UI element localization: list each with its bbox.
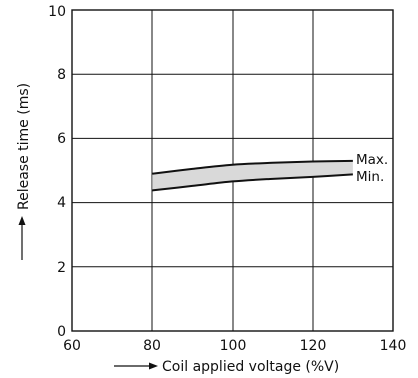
series-label-min: Min. xyxy=(356,169,384,185)
y-tick-label: 4 xyxy=(57,195,66,211)
x-tick-labels: 60 80 100 120 140 xyxy=(63,338,406,354)
x-axis-title-group: Coil applied voltage (%V) xyxy=(114,359,339,375)
band-layer xyxy=(152,159,353,192)
x-tick-label: 120 xyxy=(300,338,327,354)
series-labels: Max. Min. xyxy=(356,152,388,185)
x-axis-title: Coil applied voltage (%V) xyxy=(162,359,339,375)
y-axis-title-group: Release time (ms) xyxy=(16,83,32,260)
x-tick-label: 80 xyxy=(143,338,161,354)
series-line-min xyxy=(152,173,353,192)
x-tick-label: 60 xyxy=(63,338,81,354)
series-label-max: Max. xyxy=(356,152,388,168)
y-axis-title: Release time (ms) xyxy=(16,83,32,210)
y-tick-label: 0 xyxy=(57,324,66,340)
series-line-max xyxy=(152,159,353,175)
x-tick-label: 100 xyxy=(220,338,247,354)
y-tick-label: 8 xyxy=(57,67,66,83)
x-axis-arrow-icon xyxy=(149,362,158,370)
plot-frame xyxy=(71,9,394,332)
y-tick-label: 6 xyxy=(57,131,66,147)
x-tick-label: 140 xyxy=(380,338,407,354)
y-tick-label: 2 xyxy=(57,260,66,276)
y-axis-arrow-icon xyxy=(18,216,26,225)
y-tick-labels: 0 2 4 6 8 10 xyxy=(48,4,66,340)
y-tick-label: 10 xyxy=(48,4,66,20)
